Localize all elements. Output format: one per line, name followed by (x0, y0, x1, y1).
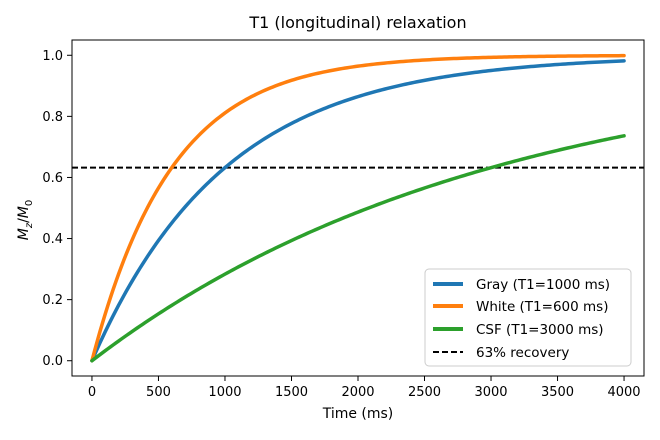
x-tick-label: 1000 (208, 385, 241, 400)
y-tick-label: 0.2 (42, 293, 63, 308)
x-axis-ticks: 0 500 1000 1500 2000 2500 3000 3500 4000 (88, 376, 641, 400)
plot-area (72, 53, 644, 363)
x-tick-label: 3500 (541, 385, 574, 400)
y-tick-label: 0.8 (42, 110, 63, 125)
x-tick-label: 3000 (474, 385, 507, 400)
chart-title: T1 (longitudinal) relaxation (248, 13, 466, 32)
legend-entry-white: White (T1=600 ms) (476, 299, 608, 315)
series-line-white (90, 53, 626, 363)
legend-entry-63pct: 63% recovery (476, 345, 569, 361)
x-axis-label: Time (ms) (322, 406, 394, 422)
legend-entry-gray: Gray (T1=1000 ms) (476, 277, 610, 293)
x-tick-label: 2500 (408, 385, 441, 400)
x-tick-label: 4000 (607, 385, 640, 400)
y-axis-ticks: 0.0 0.2 0.4 0.6 0.8 1.0 (42, 49, 72, 369)
y-tick-label: 0.6 (42, 171, 63, 186)
x-tick-label: 0 (88, 385, 96, 400)
x-tick-label: 1500 (275, 385, 308, 400)
legend-box (424, 268, 632, 367)
y-tick-label: 1.0 (42, 49, 63, 64)
axes-frame (71, 39, 645, 377)
chart-legend: Gray (T1=1000 ms) White (T1=600 ms) CSF … (424, 268, 632, 367)
x-tick-label: 500 (146, 385, 171, 400)
series-line-gray (90, 59, 626, 363)
series-line-csf (90, 134, 626, 363)
legend-entry-csf: CSF (T1=3000 ms) (476, 322, 604, 338)
x-tick-label: 2000 (341, 385, 374, 400)
y-tick-label: 0.4 (42, 232, 63, 247)
y-axis-label: Mz/M0 (16, 200, 35, 241)
y-tick-label: 0.0 (42, 354, 63, 369)
